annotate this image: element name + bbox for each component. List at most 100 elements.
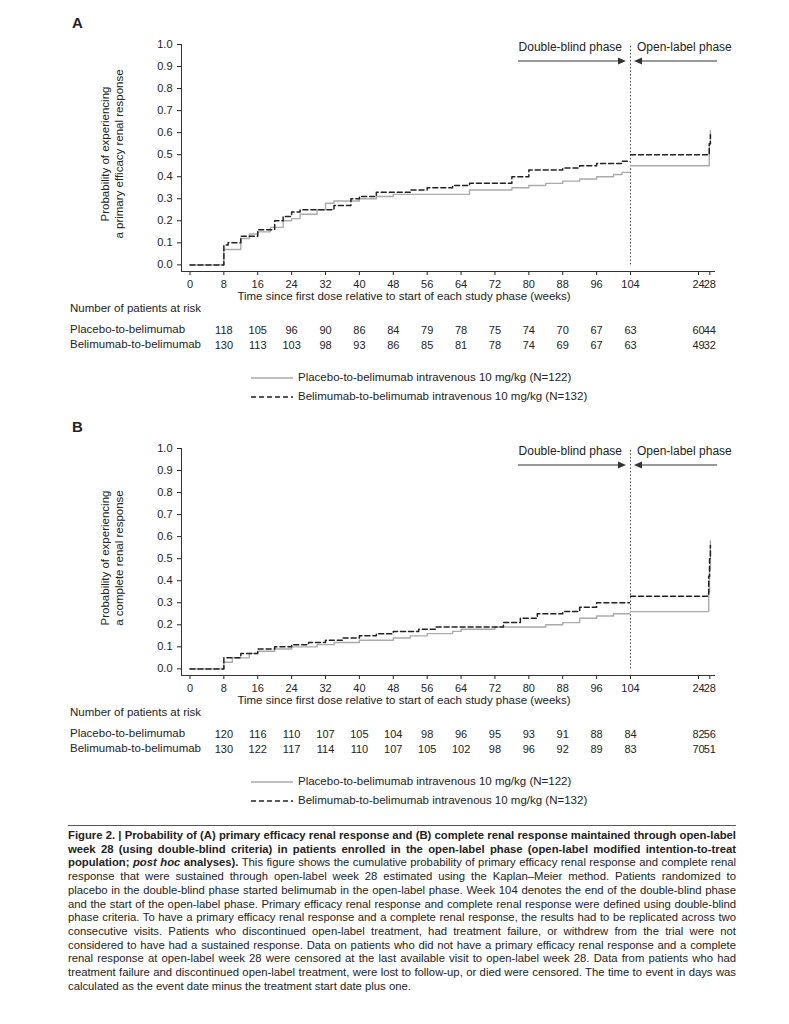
svg-text:48: 48 [387,278,399,290]
svg-text:0.0: 0.0 [157,258,172,270]
svg-text:32: 32 [319,682,331,694]
svg-text:0.5: 0.5 [157,148,172,160]
svg-text:98: 98 [319,339,331,351]
svg-text:104: 104 [621,682,639,694]
svg-text:56: 56 [421,682,433,694]
svg-text:32: 32 [319,278,331,290]
svg-text:88: 88 [590,728,602,740]
svg-text:0.2: 0.2 [157,618,172,630]
svg-text:0.3: 0.3 [157,192,172,204]
svg-text:120: 120 [215,728,233,740]
svg-text:130: 130 [215,339,233,351]
svg-text:86: 86 [387,339,399,351]
svg-text:86: 86 [353,324,365,336]
svg-text:98: 98 [421,728,433,740]
svg-text:63: 63 [624,339,636,351]
svg-text:110: 110 [283,728,301,740]
svg-text:0.5: 0.5 [157,552,172,564]
svg-text:0.2: 0.2 [157,214,172,226]
svg-text:92: 92 [557,743,569,755]
svg-text:0.7: 0.7 [157,508,172,520]
svg-text:83: 83 [624,743,636,755]
svg-text:88: 88 [557,682,569,694]
svg-text:107: 107 [384,743,402,755]
svg-text:1.0: 1.0 [157,38,172,50]
svg-text:85: 85 [421,339,433,351]
svg-text:81: 81 [455,339,467,351]
svg-text:104: 104 [384,728,402,740]
svg-text:114: 114 [317,743,335,755]
svg-text:0.0: 0.0 [157,662,172,674]
svg-text:24: 24 [286,682,298,694]
svg-text:80: 80 [523,278,535,290]
svg-text:117: 117 [283,743,301,755]
svg-text:84: 84 [387,324,399,336]
svg-text:16: 16 [252,278,264,290]
svg-text:0.4: 0.4 [157,574,172,586]
svg-text:51: 51 [704,743,716,755]
svg-text:93: 93 [353,339,365,351]
svg-text:0: 0 [187,682,193,694]
svg-text:28: 28 [704,682,716,694]
svg-text:64: 64 [455,278,467,290]
svg-text:103: 103 [282,339,300,351]
svg-text:113: 113 [249,339,267,351]
svg-text:79: 79 [421,324,433,336]
svg-text:44: 44 [704,324,716,336]
svg-text:130: 130 [215,743,233,755]
svg-text:56: 56 [704,728,716,740]
svg-text:105: 105 [249,324,267,336]
svg-text:8: 8 [221,682,227,694]
svg-text:98: 98 [489,743,501,755]
svg-text:70: 70 [557,324,569,336]
svg-text:40: 40 [353,278,365,290]
svg-text:16: 16 [252,682,264,694]
svg-text:105: 105 [418,743,436,755]
svg-text:118: 118 [215,324,233,336]
svg-text:122: 122 [249,743,267,755]
svg-text:28: 28 [704,278,716,290]
svg-text:72: 72 [489,682,501,694]
svg-text:1.0: 1.0 [157,442,172,454]
svg-text:74: 74 [523,324,535,336]
svg-text:48: 48 [387,682,399,694]
svg-text:93: 93 [523,728,535,740]
svg-text:89: 89 [590,743,602,755]
svg-text:0.8: 0.8 [157,486,172,498]
svg-text:102: 102 [452,743,470,755]
svg-text:78: 78 [489,339,501,351]
svg-text:110: 110 [351,743,369,755]
svg-text:63: 63 [624,324,636,336]
svg-text:96: 96 [590,278,602,290]
svg-text:0.1: 0.1 [157,236,172,248]
svg-text:104: 104 [621,278,639,290]
svg-text:0: 0 [187,278,193,290]
svg-text:0.6: 0.6 [157,126,172,138]
svg-text:72: 72 [489,278,501,290]
svg-text:90: 90 [319,324,331,336]
svg-text:8: 8 [221,278,227,290]
svg-text:95: 95 [489,728,501,740]
svg-text:0.3: 0.3 [157,596,172,608]
svg-text:84: 84 [624,728,636,740]
svg-text:0.6: 0.6 [157,530,172,542]
svg-text:67: 67 [590,324,602,336]
svg-text:0.1: 0.1 [157,640,172,652]
svg-text:80: 80 [523,682,535,694]
svg-text:74: 74 [523,339,535,351]
svg-text:32: 32 [704,339,716,351]
svg-text:105: 105 [350,728,368,740]
svg-text:40: 40 [353,682,365,694]
svg-text:75: 75 [489,324,501,336]
svg-text:69: 69 [557,339,569,351]
svg-text:64: 64 [455,682,467,694]
svg-text:78: 78 [455,324,467,336]
svg-text:91: 91 [557,728,569,740]
svg-text:116: 116 [249,728,267,740]
svg-text:0.8: 0.8 [157,82,172,94]
svg-text:56: 56 [421,278,433,290]
svg-text:96: 96 [590,682,602,694]
svg-text:0.4: 0.4 [157,170,172,182]
svg-text:96: 96 [286,324,298,336]
svg-text:96: 96 [455,728,467,740]
